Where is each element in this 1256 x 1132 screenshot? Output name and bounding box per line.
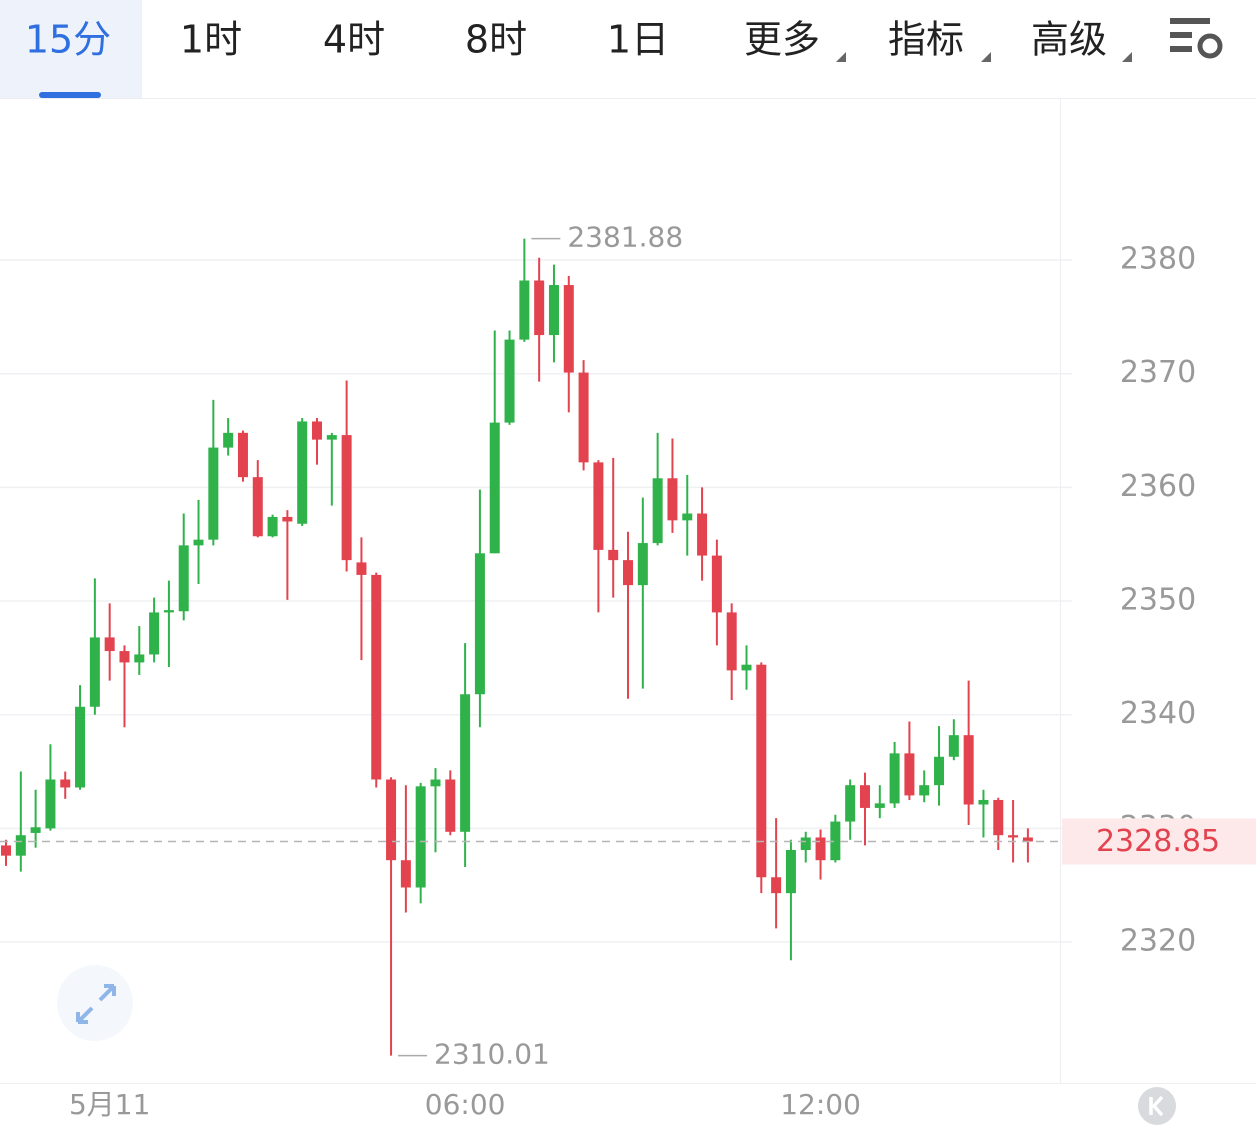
candle-body — [356, 562, 367, 575]
candle-body — [845, 785, 856, 822]
tab[interactable]: 15分 — [25, 18, 111, 62]
candle-body — [504, 339, 515, 423]
candle-body — [163, 610, 174, 613]
candle-body — [30, 827, 41, 833]
candle-body — [667, 478, 678, 521]
candle-body — [282, 516, 293, 522]
candle-body — [208, 447, 219, 540]
x-tick-label: 12:00 — [780, 1088, 861, 1121]
candle-body — [800, 837, 811, 850]
candle-body — [652, 478, 663, 544]
min-label: 2310.01 — [434, 1038, 550, 1071]
candle-body — [771, 877, 782, 894]
candle-body — [75, 706, 86, 788]
candle-body — [978, 799, 989, 805]
candle-body — [60, 779, 71, 788]
candle-body — [371, 574, 382, 780]
candle-body — [193, 539, 204, 546]
x-tick-label: 06:00 — [425, 1088, 506, 1121]
candle-body — [637, 543, 648, 586]
candle-body — [45, 779, 56, 829]
expand-button[interactable] — [57, 965, 133, 1041]
scroll-latest-button[interactable] — [1138, 1087, 1176, 1125]
candle-body — [89, 637, 100, 707]
candle-body — [178, 545, 189, 612]
candle-body — [904, 753, 915, 796]
dropdown-arrows — [836, 52, 1132, 62]
candle-body — [312, 421, 323, 440]
candle-body — [460, 694, 471, 832]
candle-body — [386, 779, 397, 861]
last-price-box — [1062, 818, 1256, 865]
candle-body — [223, 432, 234, 448]
candle-body — [815, 837, 826, 861]
candle-body — [919, 785, 930, 796]
candle-body — [252, 477, 263, 537]
candle-body — [445, 779, 456, 832]
candle-body — [963, 735, 974, 805]
y-tick-label: 2360 — [1120, 469, 1196, 504]
candle-body — [948, 735, 959, 757]
y-tick-label: 2350 — [1120, 583, 1196, 618]
candle-body — [15, 835, 26, 856]
candle-body — [534, 280, 545, 336]
candle-body — [608, 549, 619, 561]
y-tick-label: 2370 — [1120, 355, 1196, 390]
candle-body — [859, 785, 870, 808]
candle-body — [993, 799, 1004, 836]
candle-body — [711, 555, 722, 613]
candle-body — [623, 560, 634, 586]
candle-body — [489, 422, 500, 554]
tab[interactable]: 指标 — [888, 18, 964, 62]
candle-body — [889, 753, 900, 804]
tab[interactable]: 更多 — [744, 18, 820, 62]
candle-body — [267, 516, 278, 537]
candle-body — [1008, 835, 1019, 838]
candle-body — [726, 612, 737, 671]
y-tick-label: 2320 — [1120, 924, 1196, 959]
tab[interactable]: 高级 — [1031, 18, 1107, 62]
tab[interactable]: 8时 — [465, 18, 527, 62]
x-tick-label: 5月11 — [69, 1088, 150, 1121]
candle-body — [430, 779, 441, 787]
settings-icon[interactable] — [1170, 18, 1223, 59]
candle-body — [297, 421, 308, 524]
last-price-label: 2328.85 — [1096, 824, 1220, 859]
candle-body — [519, 280, 530, 340]
candle-body — [415, 786, 426, 888]
candle-body — [785, 849, 796, 894]
candle-body — [341, 435, 352, 561]
candle-body — [578, 372, 589, 463]
candle-body — [104, 637, 115, 652]
candle-body — [474, 553, 485, 695]
candle-body — [593, 462, 604, 550]
candle-body — [326, 435, 337, 440]
candle-body — [682, 513, 693, 521]
candle-body — [874, 803, 885, 808]
y-tick-label: 2340 — [1120, 696, 1196, 731]
y-tick-label: 2380 — [1120, 242, 1196, 277]
candle-body — [934, 756, 945, 786]
candle-body — [400, 860, 411, 888]
max-label: 2381.88 — [567, 221, 683, 254]
candle-body — [1, 845, 11, 856]
tab[interactable]: 4时 — [323, 18, 385, 62]
tab[interactable]: 1日 — [607, 18, 669, 62]
candle-body — [830, 821, 841, 861]
candle-body — [119, 651, 130, 663]
candle-body — [134, 654, 145, 663]
candle-body — [563, 285, 574, 373]
active-tab-bg — [0, 0, 142, 98]
candle-body — [548, 285, 559, 336]
candle-body — [756, 664, 767, 878]
candle-body — [697, 513, 708, 556]
active-tab-indicator — [39, 92, 101, 98]
candle-body — [741, 664, 752, 671]
candle-body — [237, 432, 248, 478]
tab[interactable]: 1时 — [180, 18, 242, 62]
candle-body — [149, 612, 160, 655]
candle-body — [1022, 837, 1033, 842]
